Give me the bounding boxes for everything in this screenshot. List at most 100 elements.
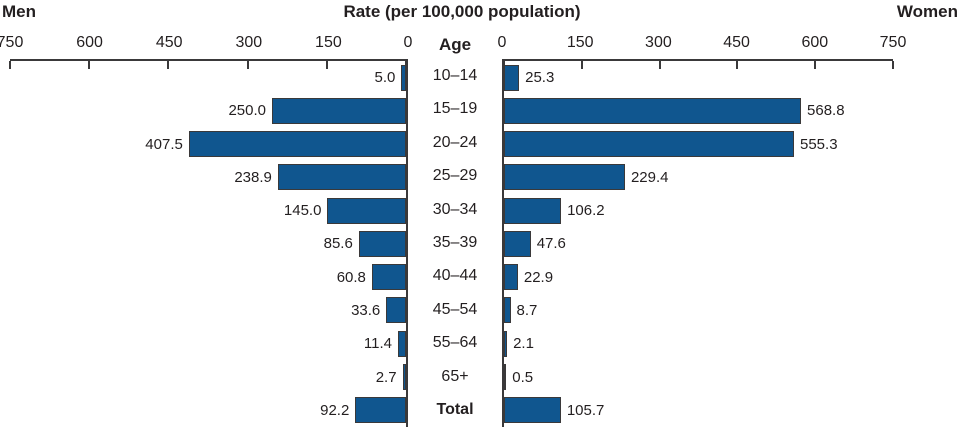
women-row: 0.5	[504, 360, 893, 393]
age-category-label: 55–64	[432, 334, 478, 352]
men-row: 2.7	[10, 360, 406, 393]
women-value-label: 229.4	[630, 168, 669, 186]
axis-tick-label: 150	[315, 34, 342, 51]
men-value-label: 5.0	[374, 69, 396, 87]
age-category-label: 20–24	[432, 133, 478, 151]
women-bars: 25.3 568.8 555.3 229.4 106.2 47.6 22.9 8.7 2.1 0.…	[504, 61, 893, 427]
men-row: 407.5	[10, 128, 406, 161]
men-row: 145.0	[10, 194, 406, 227]
men-row: 5.0	[10, 61, 406, 94]
axis-tick-mark	[88, 61, 91, 69]
men-value-label: 145.0	[283, 202, 322, 220]
age-category-label: Total	[436, 401, 474, 419]
age-category-label: 35–39	[432, 233, 478, 251]
men-row: 11.4	[10, 327, 406, 360]
age-category-label: 45–54	[432, 300, 478, 318]
axis-tick-label: 300	[235, 34, 263, 51]
men-row: 92.2	[10, 394, 406, 427]
women-bar	[504, 197, 562, 224]
axis-tick-label: 600	[801, 34, 829, 51]
men-value-label: 92.2	[320, 401, 350, 419]
age-category-label: 15–19	[432, 100, 478, 118]
women-bar	[504, 364, 507, 391]
axis-tick-label: 300	[645, 34, 672, 51]
women-row: 229.4	[504, 161, 893, 194]
men-bar	[397, 330, 406, 357]
women-row: 22.9	[504, 261, 893, 294]
women-bar	[504, 164, 625, 191]
men-value-label: 250.0	[228, 102, 267, 120]
women-value-label: 106.2	[567, 202, 605, 220]
women-bar	[504, 64, 520, 91]
women-value-label: 25.3	[525, 69, 555, 87]
women-bar	[504, 330, 508, 357]
age-category-label: 65+	[441, 367, 469, 385]
men-row: 250.0	[10, 94, 406, 127]
men-header-label: Men	[2, 2, 36, 21]
women-bar	[504, 131, 794, 158]
axis-tick-mark	[9, 61, 11, 69]
axis-tick-mark	[405, 61, 407, 69]
axis-tick-label: 750	[879, 34, 907, 51]
women-axis-panel: 25.3 568.8 555.3 229.4 106.2 47.6 22.9 8.7 2.1 0.…	[502, 59, 894, 427]
axis-tick-mark	[246, 61, 249, 69]
women-value-label: 105.7	[566, 401, 605, 419]
age-category-label: 30–34	[432, 200, 478, 218]
men-bar	[355, 397, 406, 424]
men-row: 85.6	[10, 227, 406, 260]
axis-tick-mark	[325, 61, 328, 69]
age-category-label: 10–14	[432, 66, 478, 84]
age-category-label: 25–29	[432, 167, 478, 185]
men-value-label: 85.6	[323, 235, 353, 253]
axis-tick-mark	[892, 61, 894, 69]
axis-tick-label: 150	[566, 34, 594, 51]
women-row: 25.3	[504, 61, 893, 94]
men-bar	[272, 97, 406, 124]
men-axis-tick-labels: 0 150 300 450 600 750	[0, 34, 412, 54]
age-category-column: 10–14 15–19 20–24 25–29 30–34 35–39 40–44 45–54…	[408, 59, 502, 427]
axis-tick-mark	[167, 61, 170, 69]
axis-tick-label: 0	[497, 34, 507, 51]
women-bar	[504, 230, 531, 257]
men-bar	[386, 297, 406, 324]
women-value-label: 555.3	[800, 135, 838, 153]
men-value-label: 238.9	[234, 168, 272, 186]
men-value-label: 407.5	[145, 135, 183, 153]
women-row: 105.7	[504, 394, 893, 427]
women-value-label: 568.8	[807, 102, 845, 120]
men-value-label: 11.4	[363, 335, 392, 353]
age-column-header: Age	[438, 35, 472, 54]
men-bar	[402, 364, 406, 391]
women-value-label: 8.7	[516, 301, 538, 319]
age-category-label: 40–44	[432, 267, 478, 285]
men-bars: 5.0 250.0 407.5 238.9 145.0 85.6 60.8 33.6 11.4 2…	[10, 61, 406, 427]
men-bar	[371, 264, 406, 291]
axis-tick-label: 450	[155, 34, 183, 51]
women-row: 555.3	[504, 128, 893, 161]
men-bar	[401, 64, 406, 91]
men-value-label: 2.7	[375, 368, 397, 386]
women-value-label: 47.6	[536, 235, 566, 253]
women-value-label: 0.5	[512, 368, 534, 386]
axis-tick-mark	[580, 61, 583, 69]
axis-tick-label: 450	[723, 34, 750, 51]
men-value-label: 60.8	[336, 268, 366, 286]
women-row: 106.2	[504, 194, 893, 227]
axis-tick-mark	[736, 61, 739, 69]
women-row: 568.8	[504, 94, 893, 127]
axis-tick-label: 750	[0, 34, 24, 51]
axis-tick-mark	[658, 61, 661, 69]
women-row: 47.6	[504, 227, 893, 260]
men-row: 60.8	[10, 261, 406, 294]
axis-tick-mark	[814, 61, 817, 69]
women-axis-tick-labels: 0 150 300 450 600 750	[498, 34, 907, 54]
women-value-label: 22.9	[523, 268, 554, 286]
axis-tick-label: 600	[76, 34, 103, 51]
men-bar	[188, 131, 406, 158]
men-value-label: 33.6	[351, 301, 381, 319]
women-bar	[504, 97, 802, 124]
axis-tick-label: 0	[403, 34, 413, 51]
women-header-label: Women	[896, 2, 958, 21]
women-bar	[504, 264, 518, 291]
